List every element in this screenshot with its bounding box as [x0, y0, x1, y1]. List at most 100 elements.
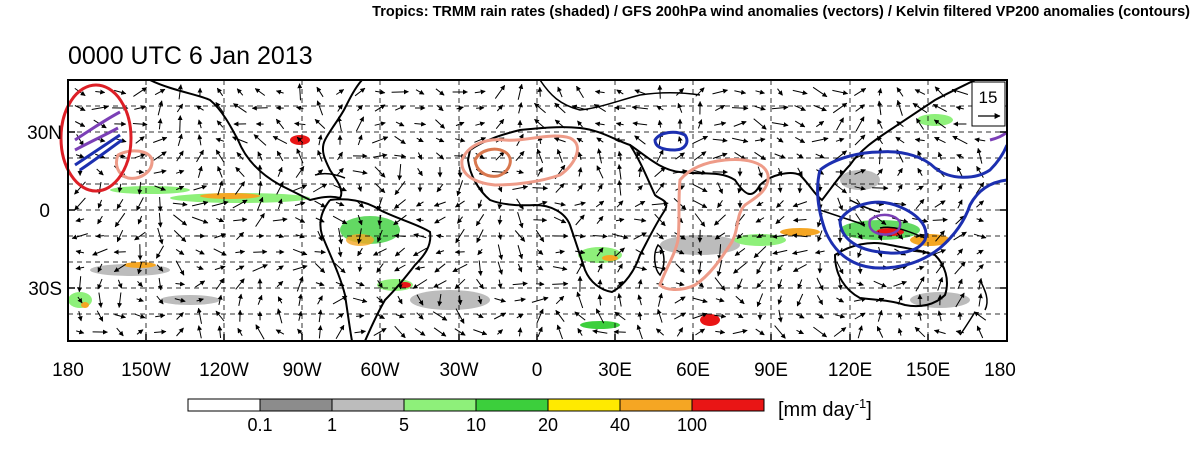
- wind-vector: [474, 137, 487, 143]
- wind-vector: [734, 89, 747, 95]
- wind-vector: [714, 232, 726, 240]
- wind-vector: [554, 201, 566, 207]
- wind-vector: [497, 244, 504, 260]
- wind-vector: [434, 216, 446, 224]
- wind-vector: [973, 311, 987, 321]
- wind-vector: [697, 261, 703, 275]
- wind-vector: [356, 228, 362, 245]
- wind-vector: [736, 232, 744, 240]
- wind-vector: [777, 295, 783, 305]
- wind-vector: [116, 327, 124, 337]
- wind-vector: [797, 167, 803, 177]
- wind-vector: [756, 293, 764, 307]
- wind-vector: [296, 105, 304, 111]
- wind-vector: [795, 313, 805, 319]
- colorbar-tick-2: 5: [399, 415, 409, 435]
- wind-vector: [433, 327, 447, 337]
- wind-vector: [197, 325, 203, 339]
- wind-vector: [857, 232, 863, 240]
- wind-vector: [154, 88, 166, 96]
- wind-vector: [556, 148, 563, 163]
- wind-vector: [457, 295, 463, 306]
- wind-vector: [157, 196, 163, 212]
- wind-vector: [433, 280, 447, 288]
- wind-vector: [674, 232, 686, 240]
- wind-vector: [576, 137, 584, 143]
- wind-vector: [754, 137, 766, 143]
- wind-vector: [877, 100, 883, 116]
- colorbar-segment-white: [187, 398, 261, 412]
- wind-vector: [697, 119, 703, 129]
- wind-vector: [374, 121, 386, 127]
- wind-vector: [157, 277, 163, 291]
- wind-vector: [854, 185, 866, 191]
- positive-contour-atlantic: [460, 134, 579, 187]
- wind-vector: [454, 278, 466, 290]
- wind-vector: [556, 324, 563, 340]
- wind-vector: [477, 199, 483, 209]
- wind-vector: [836, 261, 844, 275]
- wind-vector: [417, 152, 423, 160]
- wind-vector: [394, 264, 406, 272]
- wind-vector: [757, 166, 763, 178]
- wind-vector: [355, 281, 365, 287]
- wind-vector: [297, 328, 303, 336]
- wind-vector: [795, 136, 806, 144]
- wind-vector: [636, 324, 643, 340]
- colorbar-tick-1: 1: [327, 415, 337, 435]
- wind-vector: [117, 183, 123, 193]
- wind-vector: [577, 167, 583, 177]
- lon-label-180e: 180: [984, 360, 1016, 381]
- wind-vector: [797, 183, 803, 194]
- wind-vector: [137, 181, 143, 195]
- wind-vector: [355, 116, 365, 132]
- wind-vector: [296, 148, 304, 164]
- lon-label-120w: 120W: [199, 360, 249, 381]
- lon-label-120e: 120E: [828, 360, 872, 381]
- wind-vector: [397, 164, 403, 181]
- wind-vector: [657, 119, 663, 128]
- wind-vector: [292, 248, 308, 256]
- wind-vector: [415, 89, 425, 95]
- wind-vector: [394, 247, 406, 257]
- wind-vector: [216, 120, 224, 128]
- wind-vector: [135, 136, 145, 144]
- wind-vector: [774, 153, 786, 159]
- wind-vector: [175, 260, 185, 276]
- wind-vector: [616, 89, 624, 95]
- colorbar-unit-label: [mm day-1]: [778, 396, 872, 421]
- wind-vector: [236, 88, 244, 96]
- wind-vector: [755, 217, 765, 223]
- wind-vector: [915, 198, 925, 210]
- wind-vector: [455, 308, 465, 324]
- wind-vector: [934, 200, 946, 208]
- wind-vector: [276, 233, 285, 239]
- wind-vector: [516, 313, 524, 319]
- wind-vector: [692, 312, 708, 319]
- wind-vector: [614, 105, 626, 111]
- wind-vector: [633, 232, 647, 240]
- wind-vector: [157, 100, 164, 116]
- wind-vector: [675, 281, 685, 287]
- wind-vector: [973, 233, 987, 239]
- wind-vector: [314, 119, 326, 129]
- wind-vector: [357, 247, 363, 257]
- wind-vector: [374, 166, 386, 178]
- lat-label-30n: 30N: [27, 123, 62, 144]
- wind-vector: [897, 183, 903, 192]
- wind-vector: [394, 153, 407, 159]
- wind-vector: [277, 296, 283, 304]
- wind-vector: [497, 215, 503, 225]
- wind-vector: [615, 121, 624, 127]
- wind-vector: [932, 217, 948, 223]
- wind-vector: [617, 150, 623, 161]
- wind-vector: [755, 89, 765, 95]
- wind-vector: [792, 201, 808, 208]
- wind-vector: [674, 312, 687, 320]
- wind-vector: [611, 233, 629, 240]
- wind-vector: [235, 265, 245, 271]
- wind-vector: [955, 215, 965, 225]
- wind-vector: [794, 105, 806, 111]
- wind-vector: [495, 118, 505, 130]
- wind-vector: [295, 233, 305, 239]
